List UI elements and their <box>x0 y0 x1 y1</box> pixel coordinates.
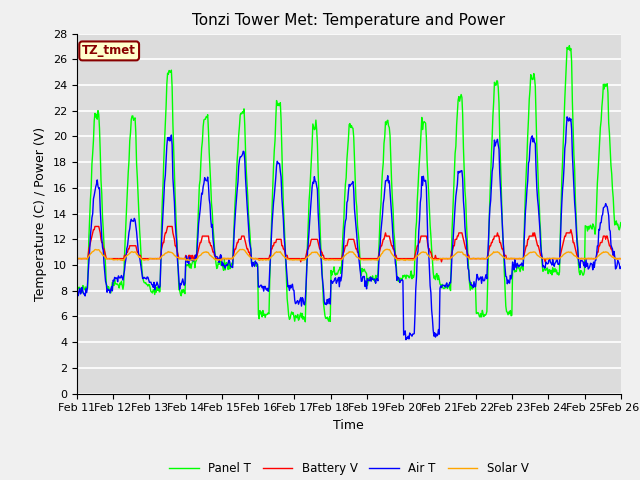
Solar V <box>120 258 127 264</box>
Air T <box>194 234 202 240</box>
Battery V <box>195 246 202 252</box>
Solar V <box>140 257 147 263</box>
Air T <box>563 114 571 120</box>
Text: TZ_tmet: TZ_tmet <box>82 44 136 58</box>
Battery V <box>140 256 147 262</box>
Panel T <box>83 286 90 292</box>
Air T <box>73 293 81 299</box>
Panel T <box>416 157 424 163</box>
Line: Panel T: Panel T <box>77 46 621 322</box>
Solar V <box>223 256 231 262</box>
Panel T <box>194 221 202 227</box>
Solar V <box>417 251 424 256</box>
Line: Battery V: Battery V <box>77 227 621 262</box>
Battery V <box>91 224 99 229</box>
Panel T <box>431 277 439 283</box>
Panel T <box>223 260 230 265</box>
Panel T <box>301 319 309 324</box>
Solar V <box>195 253 202 259</box>
Air T <box>431 334 439 340</box>
Battery V <box>416 240 424 245</box>
Air T <box>416 217 424 223</box>
Panel T <box>617 220 625 226</box>
Panel T <box>566 43 573 48</box>
Battery V <box>73 259 81 264</box>
Solar V <box>83 256 90 262</box>
Air T <box>139 276 147 281</box>
Y-axis label: Temperature (C) / Power (V): Temperature (C) / Power (V) <box>35 127 47 300</box>
Solar V <box>383 246 391 252</box>
Battery V <box>83 256 90 262</box>
Line: Air T: Air T <box>77 117 621 340</box>
Battery V <box>223 256 231 262</box>
Solar V <box>433 257 440 263</box>
Air T <box>83 290 90 296</box>
Air T <box>617 264 625 270</box>
Air T <box>402 337 410 343</box>
Panel T <box>139 274 147 279</box>
Legend: Panel T, Battery V, Air T, Solar V: Panel T, Battery V, Air T, Solar V <box>164 457 533 480</box>
Solar V <box>617 256 625 262</box>
Line: Solar V: Solar V <box>77 249 621 261</box>
Solar V <box>73 255 81 261</box>
X-axis label: Time: Time <box>333 419 364 432</box>
Panel T <box>73 281 81 287</box>
Title: Tonzi Tower Met: Temperature and Power: Tonzi Tower Met: Temperature and Power <box>192 13 506 28</box>
Battery V <box>431 252 439 258</box>
Battery V <box>617 256 625 262</box>
Air T <box>223 262 230 267</box>
